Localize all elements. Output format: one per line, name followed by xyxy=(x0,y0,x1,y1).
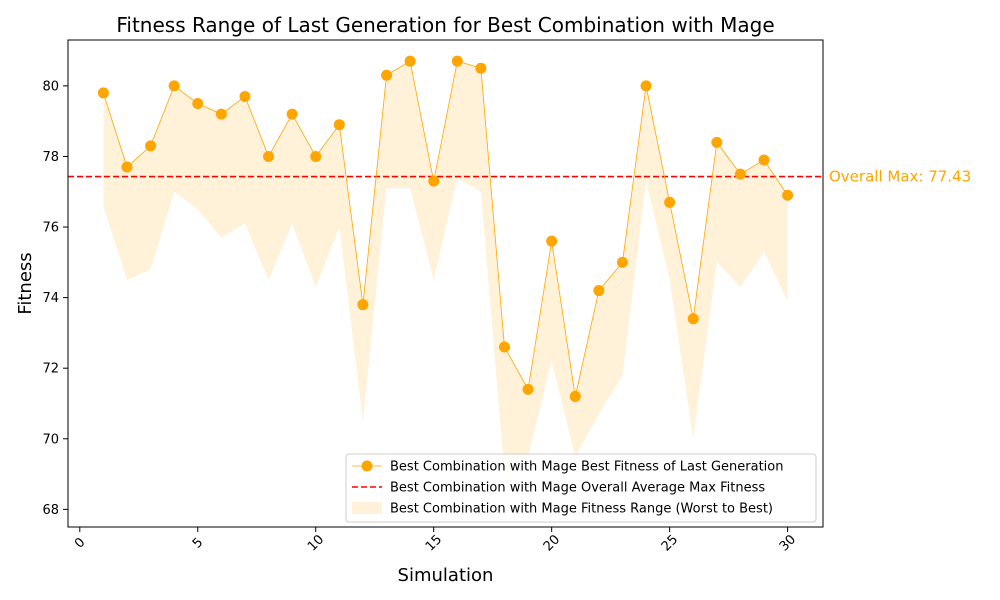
x-tick-label: 20 xyxy=(541,532,563,554)
band-area xyxy=(103,61,788,475)
data-point xyxy=(782,189,794,201)
data-point xyxy=(664,196,676,208)
x-tick-label: 15 xyxy=(423,532,445,554)
legend-label-overall-average: Best Combination with Mage Overall Avera… xyxy=(390,481,765,496)
data-point xyxy=(711,136,723,148)
legend-label-best-fitness: Best Combination with Mage Best Fitness … xyxy=(390,460,783,475)
data-point xyxy=(97,87,109,99)
legend-box xyxy=(345,453,817,523)
data-point xyxy=(758,154,770,166)
data-point xyxy=(286,108,298,120)
data-point xyxy=(475,62,487,74)
data-point xyxy=(687,313,699,325)
data-point xyxy=(428,175,440,187)
data-point xyxy=(593,285,605,297)
data-point xyxy=(381,69,393,81)
data-point xyxy=(263,150,275,162)
best-fitness-markers xyxy=(97,55,794,402)
y-tick-label: 70 xyxy=(42,432,59,447)
x-axis-ticks: 0 5 10 15 20 25 30 xyxy=(72,527,799,555)
legend: Best Combination with Mage Best Fitness … xyxy=(345,453,817,523)
legend-entry-fitness-range: Best Combination with Mage Fitness Range… xyxy=(352,502,773,517)
x-tick-label: 25 xyxy=(659,532,681,554)
legend-label-fitness-range: Best Combination with Mage Fitness Range… xyxy=(390,502,773,517)
data-point xyxy=(145,140,157,152)
data-point xyxy=(404,55,416,67)
chart-title: Fitness Range of Last Generation for Bes… xyxy=(116,13,774,37)
y-tick-label: 72 xyxy=(42,362,59,377)
data-point xyxy=(616,256,628,268)
data-point xyxy=(168,80,180,92)
x-tick-label: 0 xyxy=(72,535,88,551)
y-tick-label: 76 xyxy=(42,221,59,236)
y-axis-label: Fitness xyxy=(15,252,36,314)
y-tick-label: 80 xyxy=(42,79,59,94)
legend-swatch-marker xyxy=(361,460,373,472)
data-point xyxy=(192,98,204,110)
x-tick-label: 30 xyxy=(777,532,799,554)
overall-max-annotation: Overall Max: 77.43 xyxy=(829,168,971,186)
y-tick-label: 78 xyxy=(42,150,59,165)
data-point xyxy=(451,55,463,67)
y-axis-ticks: 68 70 72 74 76 78 80 xyxy=(42,79,68,518)
data-point xyxy=(498,341,510,353)
x-tick-label: 5 xyxy=(190,535,206,551)
data-point xyxy=(546,235,558,247)
data-point xyxy=(640,80,652,92)
legend-entry-overall-average: Best Combination with Mage Overall Avera… xyxy=(352,481,765,496)
plot-frame xyxy=(67,39,824,528)
data-point xyxy=(215,108,227,120)
data-point xyxy=(357,299,369,311)
fitness-range-band xyxy=(103,61,788,475)
y-tick-label: 74 xyxy=(42,291,59,306)
data-point xyxy=(333,119,345,131)
y-tick-label: 68 xyxy=(42,503,59,518)
data-point xyxy=(522,383,534,395)
data-point xyxy=(121,161,133,173)
data-point xyxy=(310,150,322,162)
x-tick-label: 10 xyxy=(305,532,327,554)
legend-swatch-band xyxy=(352,502,382,514)
data-point xyxy=(569,390,581,402)
data-point xyxy=(734,168,746,180)
x-axis-label: Simulation xyxy=(398,565,494,586)
legend-entry-best-fitness: Best Combination with Mage Best Fitness … xyxy=(352,460,783,475)
data-point xyxy=(239,90,251,102)
